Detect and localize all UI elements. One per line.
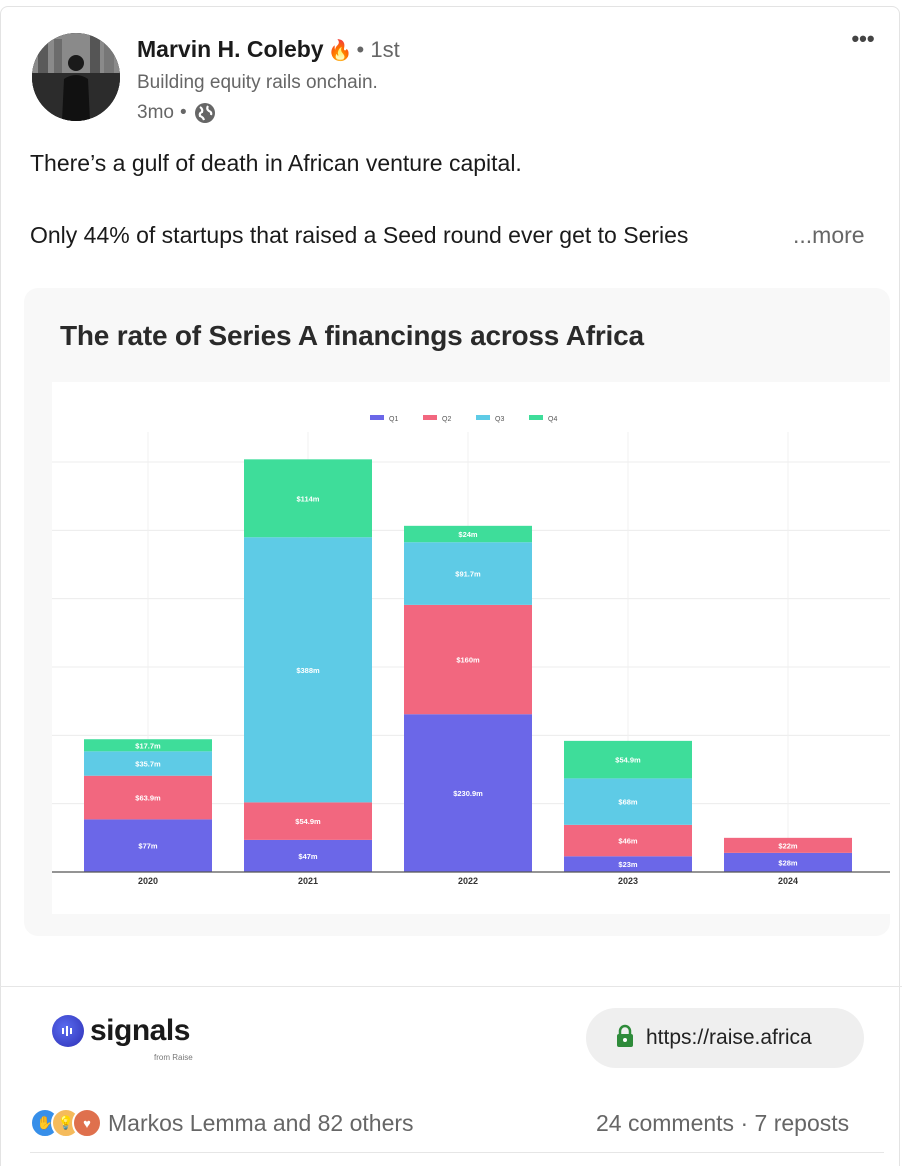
connection-degree: • 1st (356, 37, 400, 62)
meta-separator: • (179, 102, 187, 123)
bar-label: $46m (618, 837, 638, 846)
bar-label: $54.9m (615, 756, 641, 765)
globe-icon (193, 101, 217, 125)
chart-title: The rate of Series A financings across A… (60, 320, 644, 351)
bar-2024-q2 (724, 837, 852, 853)
bar-label: $22m (778, 841, 798, 850)
post-age: 3mo (137, 102, 174, 123)
fire-icon: 🔥 (327, 40, 353, 62)
author-headline: Building equity rails onchain. (137, 72, 378, 93)
legend-label-q1: Q1 (389, 416, 398, 423)
bar-label: $77m (138, 842, 158, 851)
bar-label: $68m (618, 798, 638, 807)
legend-label-q4: Q4 (548, 416, 557, 423)
link-url-button[interactable]: https://raise.africa (586, 1008, 864, 1068)
bar-label: $160m (456, 656, 480, 665)
bar-label: $230.9m (453, 789, 483, 798)
comments-count[interactable]: 24 comments (596, 1110, 735, 1136)
engagement-counts: 24 comments · 7 reposts (596, 1110, 849, 1137)
bar-label: $23m (618, 860, 638, 869)
bar-2024-q1 (724, 852, 852, 872)
bar-label: $17.7m (135, 741, 161, 750)
legend-swatch-q3 (476, 415, 490, 420)
bar-label: $114m (297, 494, 320, 503)
x-tick-label: 2024 (778, 876, 798, 886)
author-line: Marvin H. Coleby 🔥 • 1st (137, 36, 400, 63)
bottom-divider (30, 1152, 884, 1153)
count-separator: · (740, 1110, 749, 1136)
signals-subtitle: from Raise (154, 1053, 193, 1062)
x-tick-label: 2023 (618, 876, 638, 886)
post-text-line-1: There’s a gulf of death in African ventu… (30, 150, 522, 176)
bar-2020-q4 (84, 739, 212, 752)
bar-2022-q1 (404, 714, 532, 872)
reposts-count[interactable]: 7 reposts (754, 1110, 850, 1136)
bar-2021-q3 (244, 537, 372, 803)
legend-swatch-q2 (423, 415, 437, 420)
bar-2020-q3 (84, 751, 212, 776)
signals-logo[interactable]: signals (52, 1014, 190, 1048)
bar-label: $47m (298, 852, 318, 861)
avatar[interactable] (32, 33, 120, 121)
bar-2020-q2 (84, 775, 212, 820)
x-tick-label: 2022 (458, 876, 478, 886)
post-meta: 3mo • (137, 101, 217, 125)
bar-2021-q1 (244, 839, 372, 872)
legend-swatch-q4 (529, 415, 543, 420)
see-more-link[interactable]: ...more (793, 222, 865, 248)
bar-label: $91.7m (455, 570, 481, 579)
author-name[interactable]: Marvin H. Coleby (137, 36, 324, 62)
x-tick-label: 2021 (298, 876, 318, 886)
stacked-bar-chart: Q1 Q2 Q3 Q4 $77m $63.9m $35.7m $17.7m 2020 $47m $5… (52, 382, 890, 914)
divider (0, 986, 902, 987)
legend-swatch-q1 (370, 415, 384, 420)
bar-2022-q4 (404, 525, 532, 543)
bar-2022-q2 (404, 604, 532, 715)
x-tick-label: 2020 (138, 876, 158, 886)
bar-label: $54.9m (295, 817, 321, 826)
legend-label-q2: Q2 (442, 416, 451, 423)
bar-2023-q4 (564, 740, 692, 779)
bar-2023-q3 (564, 778, 692, 825)
reaction-icons[interactable]: ✋ 💡 ♥ (30, 1108, 102, 1138)
bar-label: $388m (296, 666, 320, 675)
link-url: https://raise.africa (646, 1026, 812, 1049)
bar-label: $28m (778, 858, 798, 867)
love-icon: ♥ (72, 1108, 102, 1138)
bar-2020-q1 (84, 819, 212, 872)
bar-label: $35.7m (135, 760, 161, 769)
bar-2023-q1 (564, 856, 692, 872)
bar-label: $24m (458, 530, 478, 539)
post-card (0, 6, 900, 1166)
bar-label: $63.9m (135, 794, 161, 803)
lock-icon (614, 1024, 636, 1053)
signals-brand: signals (90, 1014, 190, 1047)
more-options-button[interactable]: ••• (851, 26, 875, 51)
post-text-line-2: Only 44% of startups that raised a Seed … (30, 222, 689, 248)
bar-2022-q3 (404, 542, 532, 605)
bar-2021-q4 (244, 459, 372, 538)
legend-label-q3: Q3 (495, 416, 504, 423)
bar-2023-q2 (564, 824, 692, 857)
reaction-summary[interactable]: Markos Lemma and 82 others (108, 1110, 414, 1136)
bar-2021-q2 (244, 802, 372, 840)
signals-icon (52, 1015, 84, 1047)
